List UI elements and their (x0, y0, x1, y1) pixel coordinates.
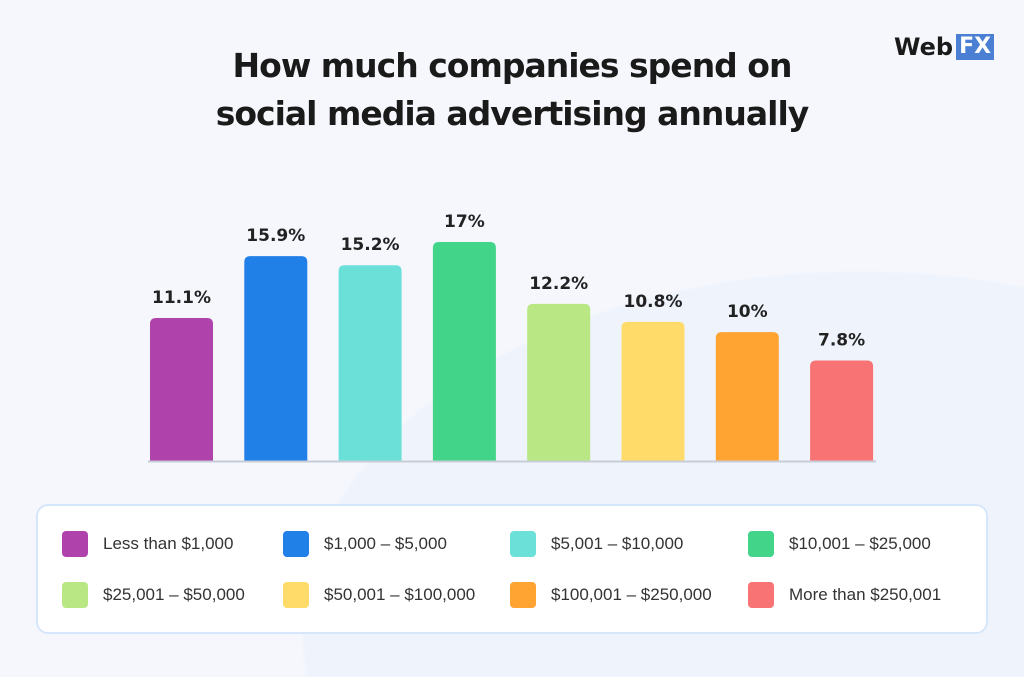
legend-label: $100,001 – $250,000 (551, 585, 712, 604)
legend-label: $1,000 – $5,000 (324, 534, 447, 553)
legend-label: $50,001 – $100,000 (324, 585, 476, 604)
legend-swatch (748, 531, 774, 557)
bar (338, 265, 402, 461)
legend-swatch (510, 582, 536, 608)
legend-label: $5,001 – $10,000 (551, 534, 684, 553)
data-label: 10% (727, 302, 768, 322)
logo-text: Web (894, 33, 954, 61)
legend-item: $5,001 – $10,000 (510, 531, 683, 557)
legend-swatch (283, 531, 309, 557)
bar (810, 360, 874, 461)
bar (621, 321, 685, 461)
data-label: 15.2% (341, 235, 400, 255)
legend-item: $1,000 – $5,000 (283, 531, 447, 557)
bar (432, 242, 496, 461)
data-label: 15.9% (246, 226, 305, 246)
webfx-logo: Web FX (894, 33, 995, 61)
legend-item: More than $250,001 (748, 582, 941, 608)
legend-swatch (62, 582, 88, 608)
logo-badge: FX (956, 34, 995, 60)
legend-label: More than $250,001 (789, 585, 942, 604)
bar (715, 332, 779, 461)
legend-swatch (62, 531, 88, 557)
data-label: 10.8% (624, 292, 683, 312)
data-label: 12.2% (529, 274, 588, 294)
legend-item: $100,001 – $250,000 (510, 582, 712, 608)
legend-label: Less than $1,000 (103, 534, 234, 553)
legend-item: $25,001 – $50,000 (62, 582, 245, 608)
legend-item: $10,001 – $25,000 (748, 531, 931, 557)
legend-swatch (510, 531, 536, 557)
legend-label: $25,001 – $50,000 (103, 585, 245, 604)
bar (244, 256, 308, 461)
bar-chart: 11.1% 15.9% 15.2% 17% 12.2% 10.8% 10% 7.8% (148, 212, 876, 463)
legend-item: $50,001 – $100,000 (283, 582, 475, 608)
legend-swatch (283, 582, 309, 608)
bar (150, 318, 213, 461)
bar (527, 303, 591, 461)
title-line: How much companies spend on (232, 46, 793, 85)
legend-item: Less than $1,000 (62, 531, 233, 557)
legend-label: $10,001 – $25,000 (789, 534, 931, 553)
data-label: 11.1% (152, 288, 211, 308)
data-label: 7.8% (818, 331, 865, 351)
legend-swatch (748, 582, 774, 608)
title-line: social media advertising annually (215, 94, 810, 133)
data-label: 17% (444, 212, 485, 232)
chart-title: How much companies spend on social media… (0, 42, 1024, 138)
legend: Less than $1,000 $1,000 – $5,000 $5,001 – … (36, 504, 988, 634)
